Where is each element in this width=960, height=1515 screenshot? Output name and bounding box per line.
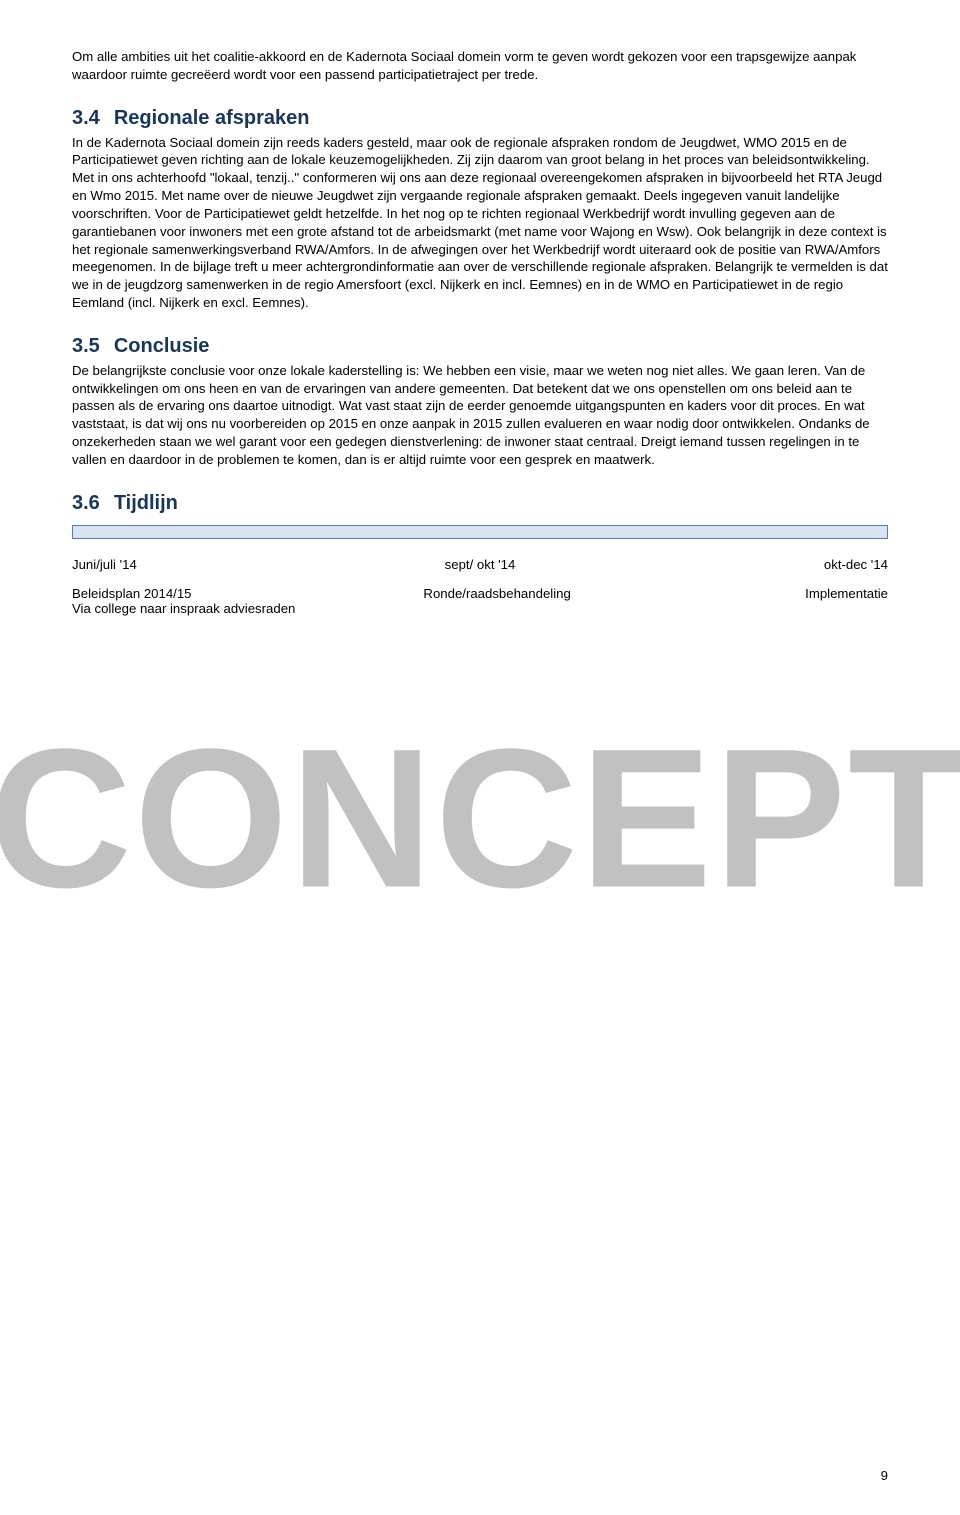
section-3-5-body: De belangrijkste conclusie voor onze lok… — [72, 362, 888, 469]
heading-3-4: 3.4 Regionale afspraken — [72, 106, 888, 130]
timeline-details-row: Beleidsplan 2014/15 Via college naar ins… — [72, 586, 888, 616]
heading-number: 3.4 — [72, 107, 100, 129]
timeline-bar — [72, 525, 888, 539]
heading-number: 3.5 — [72, 335, 100, 357]
heading-title: Conclusie — [114, 335, 210, 357]
intro-paragraph: Om alle ambities uit het coalitie-akkoor… — [72, 48, 888, 84]
timeline-dates-row: Juni/juli '14 sept/ okt '14 okt-dec '14 — [72, 557, 888, 572]
page-number: 9 — [881, 1468, 888, 1483]
heading-number: 3.6 — [72, 492, 100, 514]
heading-3-6: 3.6 Tijdlijn — [72, 491, 888, 515]
timeline-date-right: okt-dec '14 — [616, 557, 888, 572]
section-3-4-body: In de Kadernota Sociaal domein zijn reed… — [72, 134, 888, 312]
timeline-date-left: Juni/juli '14 — [72, 557, 344, 572]
timeline-detail-left-line1: Beleidsplan 2014/15 — [72, 586, 365, 601]
timeline-date-center: sept/ okt '14 — [344, 557, 616, 572]
timeline-detail-center: Ronde/raadsbehandeling — [365, 586, 668, 616]
timeline-detail-right: Implementatie — [668, 586, 888, 616]
heading-title: Tijdlijn — [114, 492, 178, 514]
timeline-detail-left-line2: Via college naar inspraak adviesraden — [72, 601, 365, 616]
page-content: Om alle ambities uit het coalitie-akkoor… — [72, 48, 888, 616]
heading-3-5: 3.5 Conclusie — [72, 334, 888, 358]
timeline-detail-left: Beleidsplan 2014/15 Via college naar ins… — [72, 586, 365, 616]
watermark-concept: CONCEPT — [0, 705, 960, 932]
heading-title: Regionale afspraken — [114, 107, 310, 129]
